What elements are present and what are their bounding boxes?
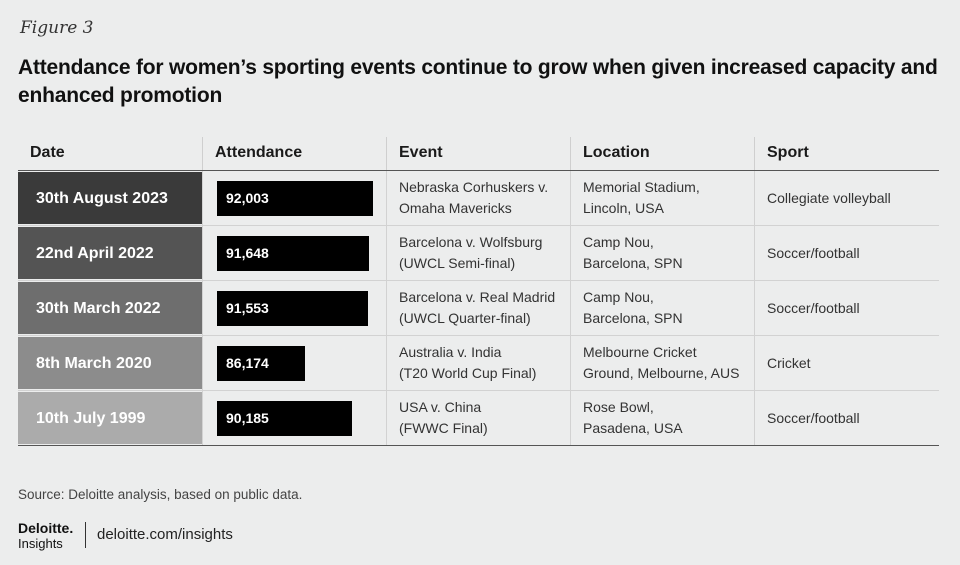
figure-label: Figure 3 <box>20 18 94 38</box>
attendance-bar: 91,553 <box>217 290 368 326</box>
event-line: USA v. China <box>399 399 482 415</box>
attendance-bar: 90,185 <box>217 400 352 436</box>
location-line: Ground, Melbourne, AUS <box>583 365 740 381</box>
row-sport: Cricket <box>754 336 939 390</box>
table-header: Date Attendance Event Location Sport <box>18 137 939 171</box>
table-row: 30th March 2022 91,553 Barcelona v. Real M… <box>18 281 939 336</box>
footer-site-link[interactable]: deloitte.com/insights <box>97 526 233 543</box>
footer-divider <box>85 522 86 548</box>
row-date: 8th March 2020 <box>18 337 202 389</box>
logo-sub: Insights <box>18 536 63 551</box>
row-event: Australia v. India (T20 World Cup Final) <box>386 336 570 390</box>
row-sport: Soccer/football <box>754 391 939 445</box>
event-line: Omaha Mavericks <box>399 200 512 216</box>
event-line: (UWCL Semi-final) <box>399 255 516 271</box>
row-event: Barcelona v. Real Madrid (UWCL Quarter-fi… <box>386 281 570 335</box>
event-line: Australia v. India <box>399 344 502 360</box>
header-sport: Sport <box>754 137 939 170</box>
location-line: Pasadena, USA <box>583 420 683 436</box>
row-location: Camp Nou, Barcelona, SPN <box>570 226 754 280</box>
row-event: Barcelona v. Wolfsburg (UWCL Semi-final) <box>386 226 570 280</box>
row-date: 30th March 2022 <box>18 282 202 334</box>
row-event: Nebraska Corhuskers v. Omaha Mavericks <box>386 171 570 225</box>
row-sport: Collegiate volleyball <box>754 171 939 225</box>
event-line: Nebraska Corhuskers v. <box>399 179 549 195</box>
location-line: Camp Nou, <box>583 234 654 250</box>
location-line: Camp Nou, <box>583 289 654 305</box>
location-line: Barcelona, SPN <box>583 310 683 326</box>
header-event: Event <box>386 137 570 170</box>
row-attendance: 86,174 <box>202 336 386 390</box>
location-line: Lincoln, USA <box>583 200 664 216</box>
row-location: Memorial Stadium, Lincoln, USA <box>570 171 754 225</box>
row-date: 30th August 2023 <box>18 172 202 224</box>
event-line: (FWWC Final) <box>399 420 488 436</box>
row-location: Camp Nou, Barcelona, SPN <box>570 281 754 335</box>
row-attendance: 92,003 <box>202 171 386 225</box>
header-location: Location <box>570 137 754 170</box>
table-row: 10th July 1999 90,185 USA v. China (FWWC Fi… <box>18 391 939 446</box>
table-row: 8th March 2020 86,174 Australia v. India (T… <box>18 336 939 391</box>
event-line: (T20 World Cup Final) <box>399 365 537 381</box>
attendance-bar: 86,174 <box>217 345 305 381</box>
attendance-table: Date Attendance Event Location Sport 30t… <box>18 137 939 446</box>
row-sport: Soccer/football <box>754 226 939 280</box>
table-row: 30th August 2023 92,003 Nebraska Corhusker… <box>18 171 939 226</box>
table-row: 22nd April 2022 91,648 Barcelona v. Wolfsb… <box>18 226 939 281</box>
table-body: 30th August 2023 92,003 Nebraska Corhusker… <box>18 171 939 446</box>
location-line: Rose Bowl, <box>583 399 654 415</box>
deloitte-logo: Deloitte. Insights <box>18 520 73 552</box>
chart-title: Attendance for women’s sporting events c… <box>18 56 938 107</box>
attendance-bar: 91,648 <box>217 235 369 271</box>
row-date: 10th July 1999 <box>18 392 202 444</box>
row-event: USA v. China (FWWC Final) <box>386 391 570 445</box>
event-line: Barcelona v. Real Madrid <box>399 289 556 305</box>
row-sport: Soccer/football <box>754 281 939 335</box>
location-line: Melbourne Cricket <box>583 344 697 360</box>
row-attendance: 91,648 <box>202 226 386 280</box>
location-line: Barcelona, SPN <box>583 255 683 271</box>
event-line: Barcelona v. Wolfsburg <box>399 234 543 250</box>
event-line: (UWCL Quarter-final) <box>399 310 531 326</box>
row-location: Melbourne Cricket Ground, Melbourne, AUS <box>570 336 754 390</box>
row-date: 22nd April 2022 <box>18 227 202 279</box>
attendance-bar: 92,003 <box>217 180 373 216</box>
row-attendance: 91,553 <box>202 281 386 335</box>
logo-brand: Deloitte. <box>18 520 74 536</box>
source-note: Source: Deloitte analysis, based on publ… <box>18 487 303 502</box>
row-attendance: 90,185 <box>202 391 386 445</box>
location-line: Memorial Stadium, <box>583 179 700 195</box>
row-location: Rose Bowl, Pasadena, USA <box>570 391 754 445</box>
header-attendance: Attendance <box>202 137 386 170</box>
header-date: Date <box>30 144 65 161</box>
